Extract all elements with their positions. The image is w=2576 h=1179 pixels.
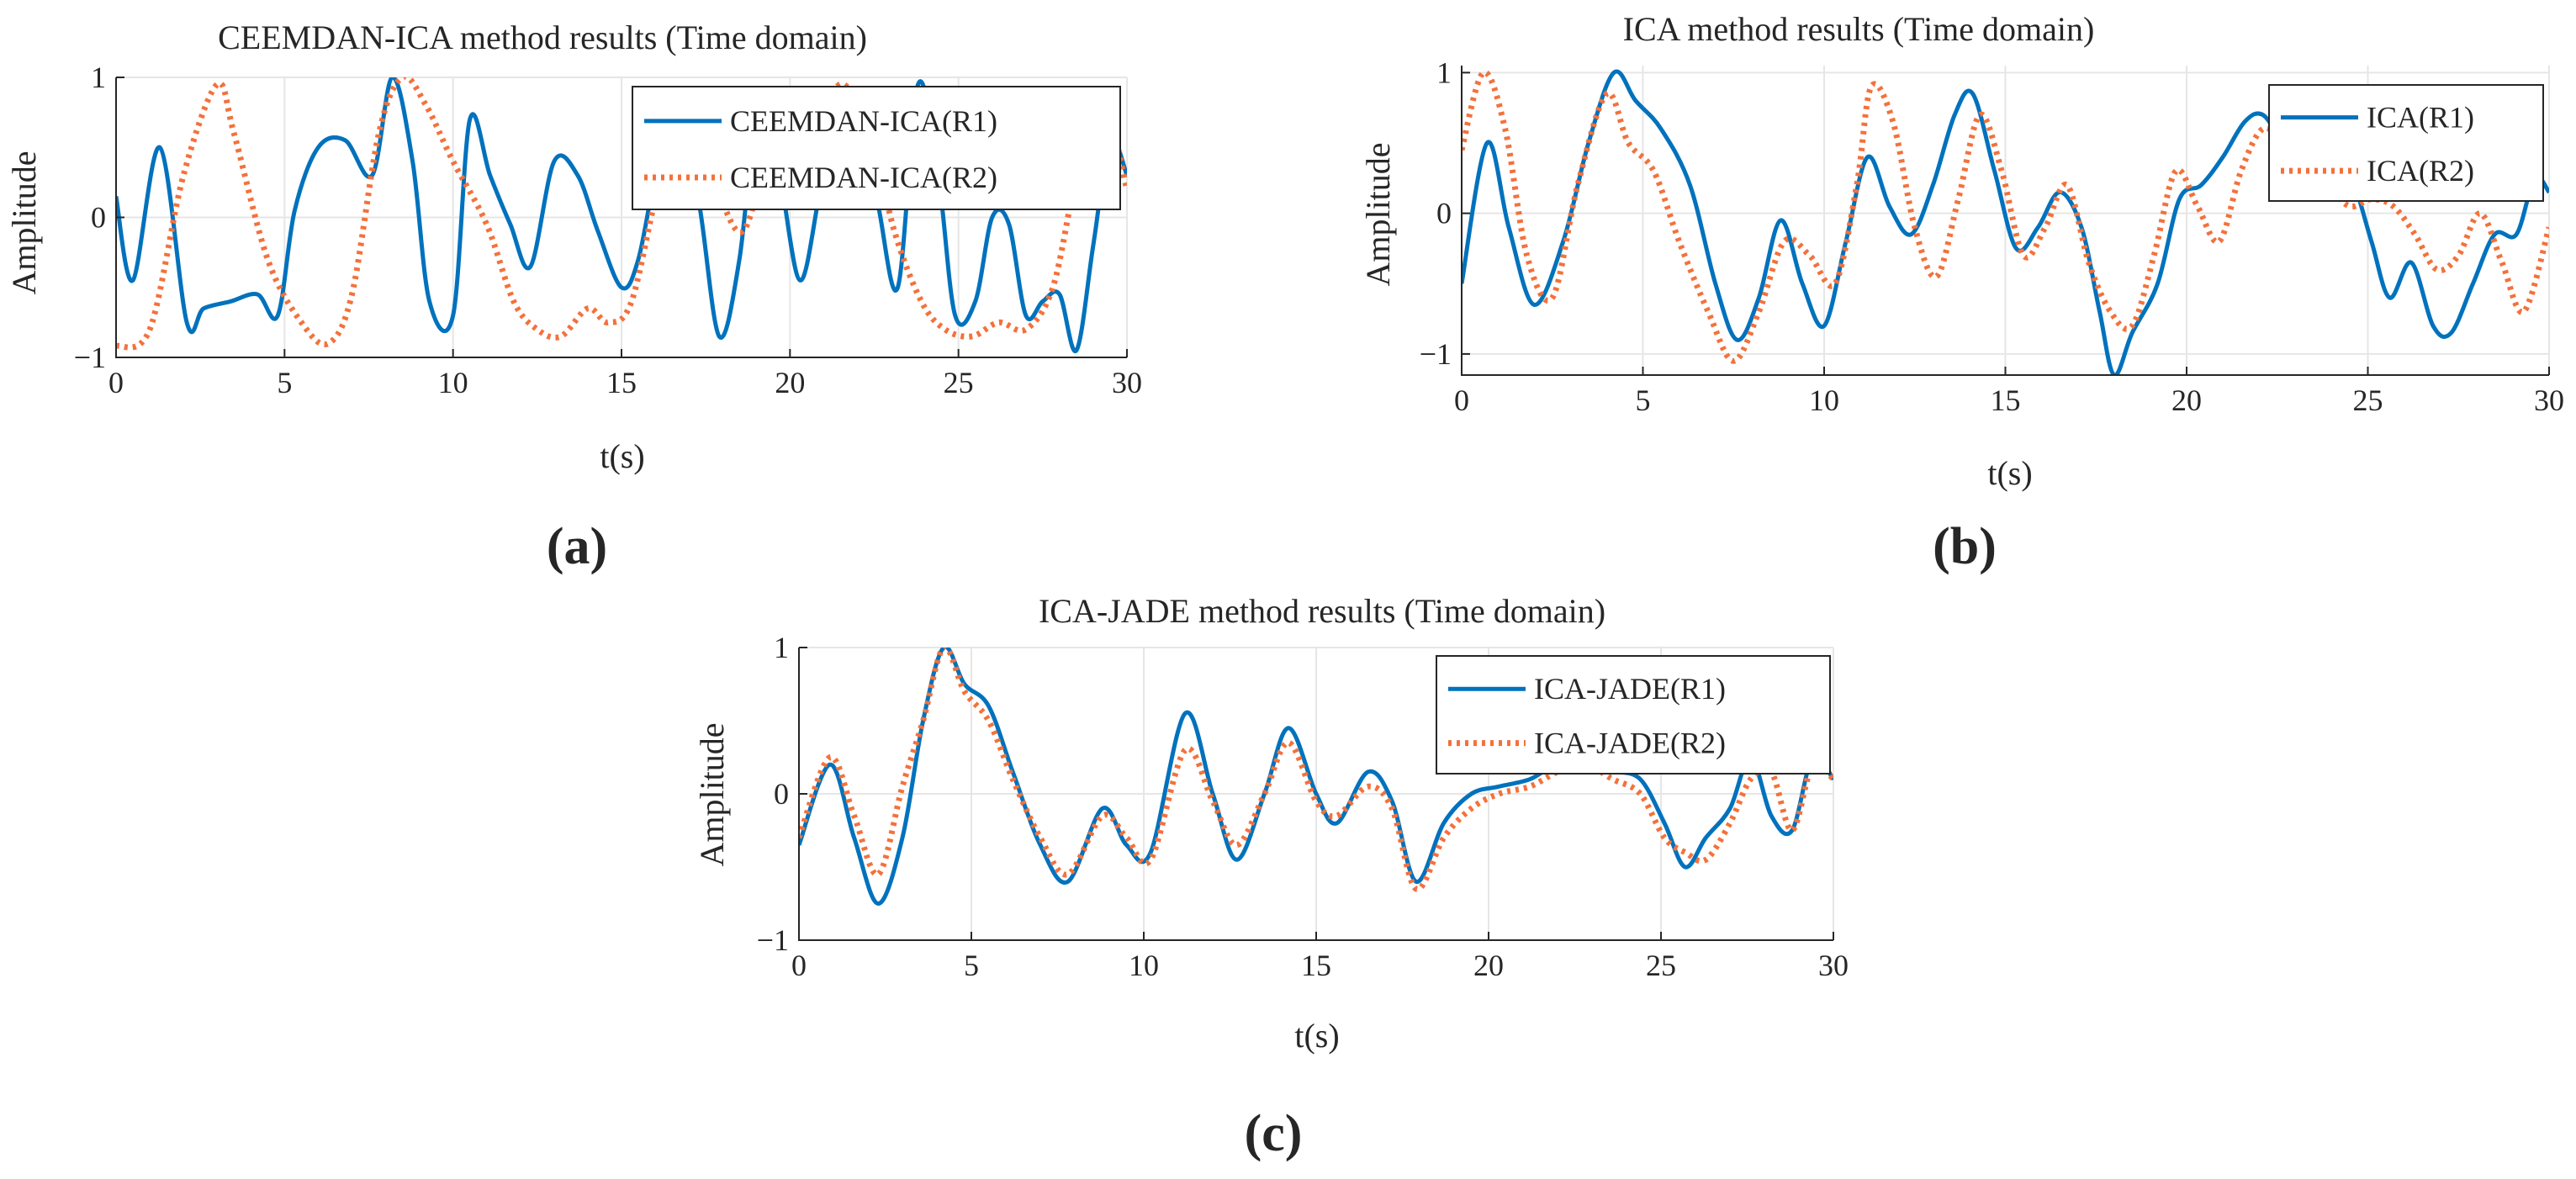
panel-b-ylabel: Amplitude	[1359, 142, 1397, 286]
panel-a-xtick-label: 5	[277, 366, 292, 399]
panel-b-title: ICA method results (Time domain)	[1623, 10, 2095, 48]
panel-b-ytick-label: −1	[1420, 337, 1452, 371]
panel-b-xtick-label: 25	[2353, 383, 2383, 417]
panel-b-xtick-label: 5	[1636, 383, 1651, 417]
panel-b-ytick-label: 1	[1436, 56, 1452, 89]
panel-a-xtick-label: 10	[438, 366, 468, 399]
panel-b-legend	[2268, 84, 2544, 202]
panel-a-xtick-label: 15	[606, 366, 637, 399]
panel-b-legend-label-r1: ICA(R1)	[2367, 101, 2474, 135]
panel-c-xtick-label: 25	[1646, 949, 1676, 982]
panel-a-legend	[632, 86, 1121, 210]
panel-a-legend-label-r1: CEEMDAN-ICA(R1)	[730, 104, 997, 138]
panel-b-xtick-label: 0	[1454, 383, 1469, 417]
panel-a-ytick-label: −1	[74, 341, 106, 374]
panel-a-ytick-label: 0	[91, 201, 106, 235]
panel-a-xtick-label: 30	[1112, 366, 1142, 399]
panel-a-xtick-label: 0	[108, 366, 124, 399]
panel-c-xtick-label: 30	[1818, 949, 1849, 982]
panel-c-legend-label-r2: ICA-JADE(R2)	[1534, 727, 1726, 760]
panel-a-xtick-label: 20	[775, 366, 805, 399]
panel-b: ICA method results (Time domain) Amplitu…	[1359, 10, 2564, 575]
panel-c-ytick-label: 1	[774, 631, 789, 664]
panel-a-xlabel: t(s)	[600, 437, 644, 475]
panel-b-series-r1-line	[1462, 69, 2549, 375]
panel-c-legend-label-r1: ICA-JADE(R1)	[1534, 672, 1726, 706]
panel-a: CEEMDAN-ICA method results (Time domain)…	[5, 19, 1142, 575]
panel-c-xtick-label: 15	[1301, 949, 1331, 982]
panel-c-xlabel: t(s)	[1294, 1017, 1339, 1055]
panel-b-xtick-label: 30	[2534, 383, 2564, 417]
panel-b-xtick-label: 10	[1809, 383, 1839, 417]
panel-c-label: (c)	[1245, 1105, 1303, 1162]
panel-c-series-r2-line	[799, 648, 1833, 892]
panel-b-xlabel: t(s)	[1987, 454, 2032, 492]
panel-a-label: (a)	[547, 518, 607, 575]
panel-c-series-r1-line	[799, 648, 1833, 906]
panel-b-xtick-label: 20	[2171, 383, 2202, 417]
panel-c-xtick-label: 0	[791, 949, 807, 982]
panel-a-title: CEEMDAN-ICA method results (Time domain)	[218, 19, 867, 56]
panel-c-title: ICA-JADE method results (Time domain)	[1039, 592, 1605, 630]
panel-c-legend	[1436, 655, 1831, 775]
panel-c-ytick-label: 0	[774, 777, 789, 811]
panel-a-xtick-label: 25	[944, 366, 974, 399]
panel-c-ylabel: Amplitude	[693, 722, 731, 866]
panel-b-legend-label-r2: ICA(R2)	[2367, 154, 2474, 188]
panel-c: ICA-JADE method results (Time domain) Am…	[693, 592, 1849, 1162]
panel-c-ytick-label: −1	[757, 923, 789, 957]
panel-a-legend-label-r2: CEEMDAN-ICA(R2)	[730, 161, 997, 194]
panel-b-xtick-label: 15	[1991, 383, 2021, 417]
panel-c-xtick-label: 10	[1129, 949, 1159, 982]
panel-b-label: (b)	[1933, 518, 1997, 575]
panel-c-xtick-label: 20	[1473, 949, 1504, 982]
panel-a-ylabel: Amplitude	[5, 151, 43, 294]
panel-c-xtick-label: 5	[964, 949, 979, 982]
panel-b-ytick-label: 0	[1436, 197, 1452, 230]
panel-a-ytick-label: 1	[91, 61, 106, 94]
